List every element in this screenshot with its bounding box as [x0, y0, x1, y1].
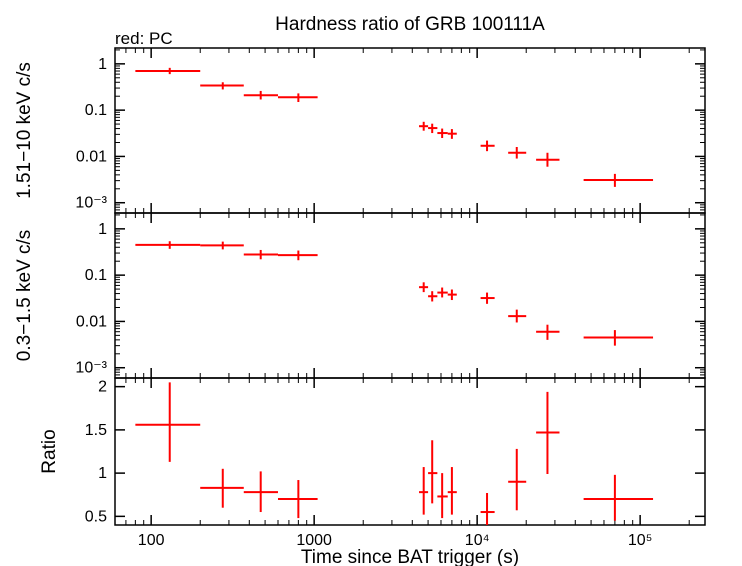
svg-text:10⁻³: 10⁻³ — [75, 360, 107, 377]
svg-text:1.51−10 keV c/s: 1.51−10 keV c/s — [14, 62, 35, 199]
svg-text:Hardness ratio of GRB 100111A: Hardness ratio of GRB 100111A — [275, 14, 545, 35]
svg-text:Time since BAT trigger (s): Time since BAT trigger (s) — [301, 547, 519, 566]
svg-text:100: 100 — [138, 532, 165, 549]
svg-text:1: 1 — [98, 465, 107, 482]
svg-text:0.3−1.5 keV c/s: 0.3−1.5 keV c/s — [14, 230, 35, 362]
svg-text:10⁴: 10⁴ — [465, 532, 490, 549]
svg-text:0.5: 0.5 — [85, 508, 107, 525]
svg-text:1000: 1000 — [296, 532, 332, 549]
svg-text:0.1: 0.1 — [85, 102, 107, 119]
svg-text:1: 1 — [98, 221, 107, 238]
svg-text:2: 2 — [98, 379, 107, 396]
svg-text:1.5: 1.5 — [85, 422, 107, 439]
svg-text:Ratio: Ratio — [39, 429, 60, 473]
svg-text:0.1: 0.1 — [85, 267, 107, 284]
svg-text:10⁵: 10⁵ — [628, 532, 652, 549]
hardness-ratio-chart: Hardness ratio of GRB 100111A red: PC Time… — [0, 0, 742, 566]
svg-text:1: 1 — [98, 56, 107, 73]
svg-text:red: PC: red: PC — [115, 29, 173, 48]
svg-text:10⁻³: 10⁻³ — [75, 195, 107, 212]
svg-text:0.01: 0.01 — [76, 313, 107, 330]
svg-text:0.01: 0.01 — [76, 148, 107, 165]
